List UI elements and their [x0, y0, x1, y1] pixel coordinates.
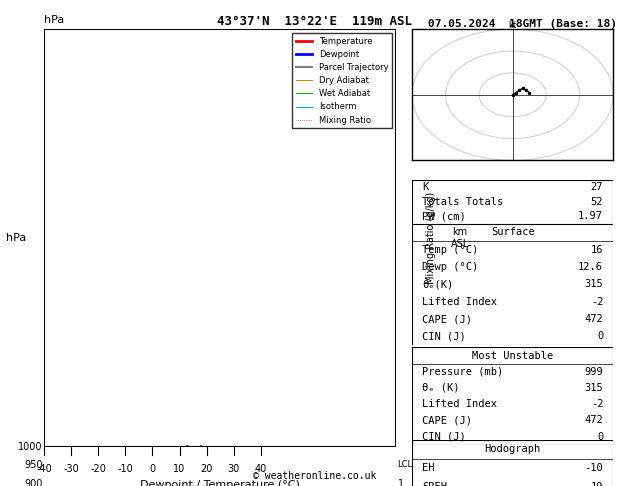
Text: 315: 315 [584, 279, 603, 289]
Text: SREH: SREH [422, 482, 447, 486]
Text: -40: -40 [36, 464, 52, 474]
Text: Most Unstable: Most Unstable [472, 350, 554, 361]
Text: 52: 52 [591, 197, 603, 207]
Text: 20: 20 [201, 464, 213, 474]
Text: -20: -20 [91, 464, 106, 474]
Legend: Temperature, Dewpoint, Parcel Trajectory, Dry Adiabat, Wet Adiabat, Isotherm, Mi: Temperature, Dewpoint, Parcel Trajectory… [292, 34, 392, 128]
Text: 0: 0 [597, 432, 603, 442]
Text: 999: 999 [584, 367, 603, 377]
Text: 16: 16 [591, 244, 603, 255]
Text: -2: -2 [591, 399, 603, 409]
Text: 1: 1 [398, 479, 404, 486]
Text: PW (cm): PW (cm) [422, 211, 466, 221]
Text: 950: 950 [24, 460, 43, 470]
Text: Pressure (mb): Pressure (mb) [422, 367, 503, 377]
Text: LCL: LCL [398, 460, 413, 469]
Text: 30: 30 [228, 464, 240, 474]
Text: 27: 27 [591, 182, 603, 192]
Text: 07.05.2024  18GMT (Base: 18): 07.05.2024 18GMT (Base: 18) [428, 19, 616, 30]
Text: 0: 0 [149, 464, 155, 474]
Text: CIN (J): CIN (J) [422, 432, 466, 442]
Text: Totals Totals: Totals Totals [422, 197, 503, 207]
Text: 472: 472 [584, 416, 603, 425]
Text: θₑ (K): θₑ (K) [422, 383, 460, 393]
Text: 43°37'N  13°22'E  119m ASL: 43°37'N 13°22'E 119m ASL [217, 15, 412, 28]
Text: -10: -10 [118, 464, 133, 474]
Text: 900: 900 [25, 479, 43, 486]
Text: CAPE (J): CAPE (J) [422, 416, 472, 425]
Text: 0: 0 [597, 331, 603, 341]
Text: -10: -10 [584, 463, 603, 473]
Text: 1000: 1000 [18, 442, 43, 452]
Text: CIN (J): CIN (J) [422, 331, 466, 341]
Text: Lifted Index: Lifted Index [422, 296, 497, 307]
Text: Surface: Surface [491, 227, 535, 237]
Text: K: K [422, 182, 428, 192]
Text: Lifted Index: Lifted Index [422, 399, 497, 409]
Text: Temp (°C): Temp (°C) [422, 244, 478, 255]
Text: θₑ(K): θₑ(K) [422, 279, 454, 289]
Text: 40: 40 [255, 464, 267, 474]
Text: km
ASL: km ASL [450, 227, 469, 249]
Text: EH: EH [422, 463, 435, 473]
X-axis label: kt: kt [509, 21, 516, 30]
Text: 19: 19 [591, 482, 603, 486]
Text: Dewp (°C): Dewp (°C) [422, 262, 478, 272]
Text: hPa: hPa [6, 233, 26, 243]
Text: Hodograph: Hodograph [484, 444, 541, 454]
Text: 12.6: 12.6 [578, 262, 603, 272]
Text: 10: 10 [174, 464, 186, 474]
Text: Dewpoint / Temperature (°C): Dewpoint / Temperature (°C) [140, 480, 300, 486]
Text: hPa: hPa [44, 15, 64, 25]
Text: 472: 472 [584, 314, 603, 324]
Text: 1.97: 1.97 [578, 211, 603, 221]
Text: CAPE (J): CAPE (J) [422, 314, 472, 324]
Text: -2: -2 [591, 296, 603, 307]
Text: 315: 315 [584, 383, 603, 393]
Text: Mixing Ratio (g/kg): Mixing Ratio (g/kg) [426, 192, 437, 284]
Text: © weatheronline.co.uk: © weatheronline.co.uk [253, 471, 376, 481]
Text: -30: -30 [64, 464, 79, 474]
